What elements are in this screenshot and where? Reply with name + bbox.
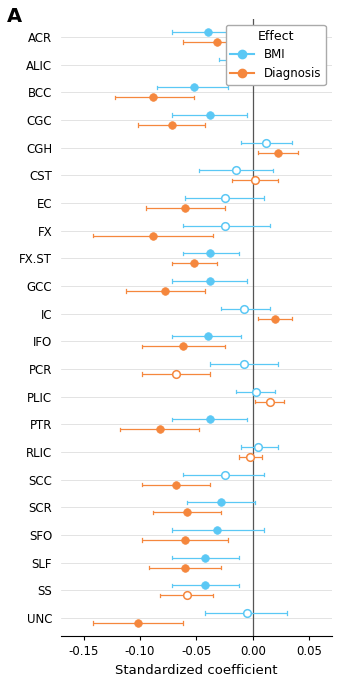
Text: A: A: [7, 7, 22, 25]
X-axis label: Standardized coefficient: Standardized coefficient: [115, 664, 277, 677]
Legend: BMI, Diagnosis: BMI, Diagnosis: [226, 25, 326, 85]
